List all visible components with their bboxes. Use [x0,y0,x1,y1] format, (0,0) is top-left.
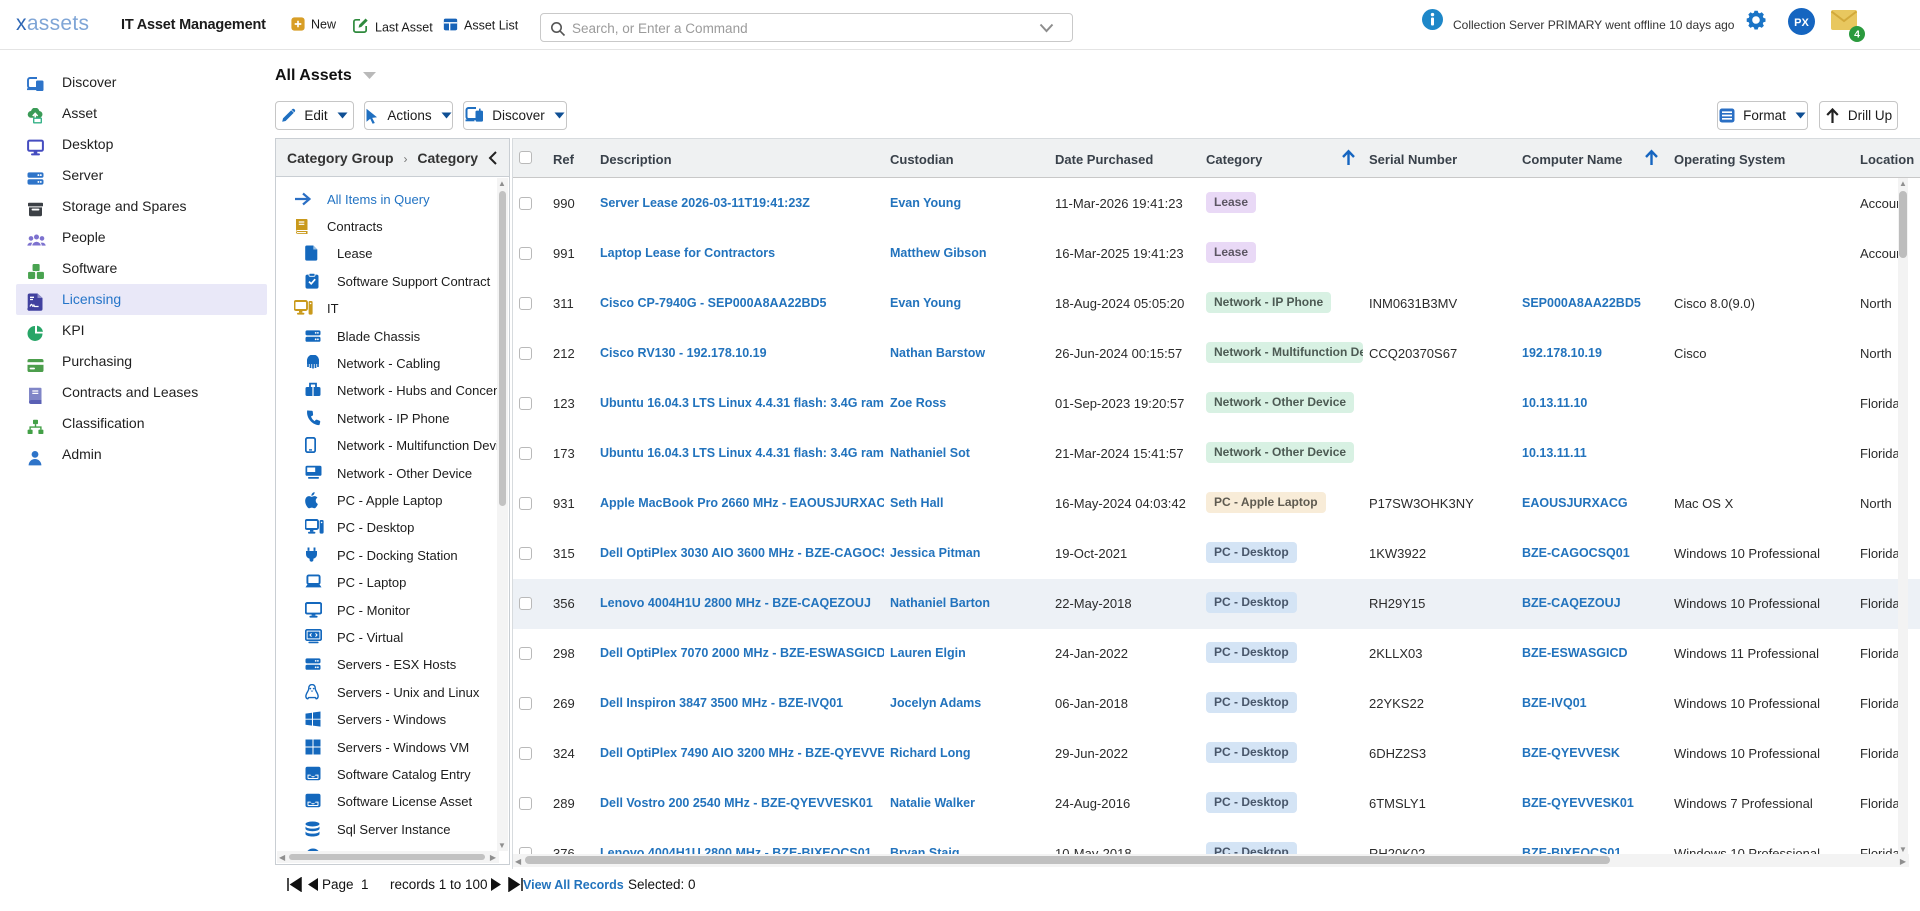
svg-text:4: 4 [1854,29,1860,41]
svg-text:PX: PX [1794,17,1809,29]
